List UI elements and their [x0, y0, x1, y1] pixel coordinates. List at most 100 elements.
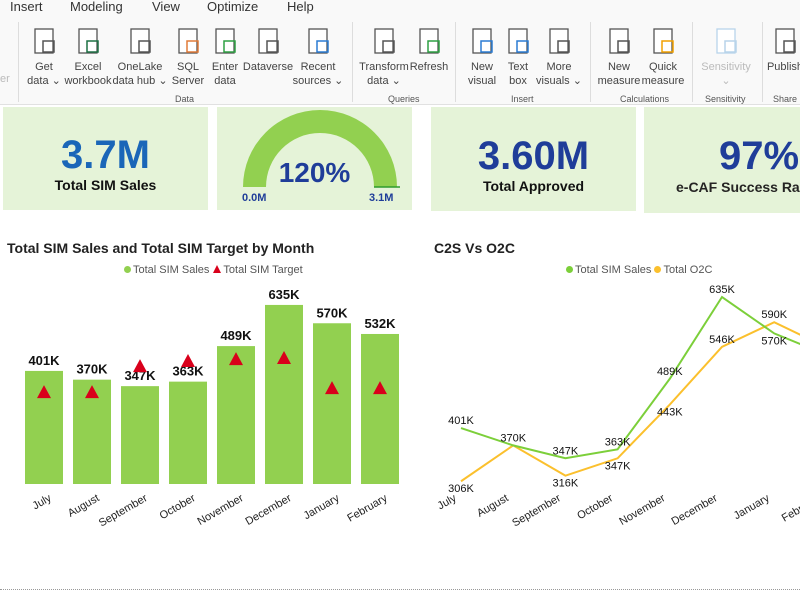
target-marker-january[interactable]: [325, 381, 339, 395]
dataverse-icon: [258, 28, 279, 54]
line-total-o2c[interactable]: [460, 321, 800, 483]
tab-modeling[interactable]: Modeling: [70, 0, 123, 14]
x-tick-label: September: [510, 492, 563, 529]
kpi-card-total-approved[interactable]: 3.60M Total Approved: [431, 107, 636, 211]
target-marker-november[interactable]: [229, 352, 243, 366]
bar-data-label: 489K: [220, 328, 252, 343]
bar-december[interactable]: [265, 304, 303, 484]
x-tick-label: January: [302, 492, 342, 522]
table-plus-icon: [215, 28, 236, 54]
bar-august[interactable]: [73, 379, 111, 484]
x-tick-label: July: [436, 492, 459, 512]
legend-target: Total SIM Target: [223, 264, 303, 276]
group-separator: [692, 22, 693, 102]
tab-insert[interactable]: Insert: [10, 0, 43, 14]
line-data-label: 306K: [448, 483, 474, 495]
new-visual-button[interactable]: New visual: [447, 26, 517, 88]
text-box-icon: [508, 28, 529, 54]
database-button[interactable]: Get data ⌄: [9, 26, 79, 88]
text-box-button[interactable]: Text box: [483, 26, 553, 88]
line-data-label: 370K: [500, 432, 526, 444]
bar-november[interactable]: [217, 346, 255, 484]
target-marker-october[interactable]: [181, 354, 195, 368]
table-plus-button[interactable]: Enter data: [190, 26, 260, 88]
publish-button[interactable]: Publish: [750, 26, 800, 74]
sensitivity-button[interactable]: Sensitivity ⌄: [691, 26, 761, 88]
x-tick-label: January: [732, 492, 772, 522]
legend-o2c: Total O2C: [663, 264, 713, 276]
bar-july[interactable]: [25, 370, 63, 484]
x-tick-label: October: [575, 492, 615, 522]
sql-server-button[interactable]: SQL Server: [153, 26, 223, 88]
target-marker-august[interactable]: [85, 385, 99, 399]
tab-optimize[interactable]: Optimize: [207, 0, 259, 14]
dataverse-button[interactable]: Dataverse: [233, 26, 303, 74]
bar-data-label: 401K: [28, 353, 60, 368]
gauge-value: 120%: [278, 157, 351, 188]
new-visual-icon: [472, 28, 493, 54]
group-separator: [762, 22, 763, 102]
line-chart-legend: Total SIM Sales Total O2C: [566, 264, 712, 276]
target-marker-july[interactable]: [37, 385, 51, 399]
bar-chart-title: Total SIM Sales and Total SIM Target by …: [7, 240, 315, 256]
legend-sales: Total SIM Sales: [575, 264, 652, 276]
target-marker-december[interactable]: [277, 350, 291, 364]
kpi-value: 97%: [718, 134, 800, 178]
cut-off-button-label: er: [0, 73, 10, 85]
quick-measure-button[interactable]: Quick measure: [628, 26, 698, 88]
x-tick-label: August: [475, 492, 511, 520]
bar-october[interactable]: [169, 381, 207, 484]
sensitivity-icon: [716, 28, 737, 54]
recent-sources-icon: [308, 28, 329, 54]
kpi-card-total-sim-sales[interactable]: 3.7M Total SIM Sales: [3, 107, 208, 210]
x-tick-label: October: [158, 492, 198, 522]
gauge-card[interactable]: 120% 0.0M 3.1M: [217, 107, 412, 210]
group-label-sensitivity: Sensitivity: [705, 94, 746, 104]
bar-data-label: 363K: [172, 364, 204, 379]
calculator-button[interactable]: New measure: [584, 26, 654, 88]
line-data-label: 570K: [761, 335, 787, 347]
group-label-insert: Insert: [511, 94, 534, 104]
sql-server-icon: [178, 28, 199, 54]
group-separator: [18, 22, 19, 102]
group-label-data: Data: [175, 94, 195, 104]
kpi-card-ecaf-success[interactable]: 97% e-CAF Success Ra: [644, 107, 800, 213]
gauge-min: 0.0M: [242, 192, 267, 204]
gauge-arc: [243, 110, 397, 187]
x-tick-label: February: [780, 492, 800, 525]
x-tick-label: December: [670, 492, 720, 528]
group-label-queries: Queries: [388, 94, 420, 104]
x-tick-label: February: [345, 492, 390, 525]
bar-january[interactable]: [313, 323, 351, 484]
x-tick-label: November: [196, 492, 246, 528]
line-chart-title: C2S Vs O2C: [434, 240, 515, 256]
bar-september[interactable]: [121, 386, 159, 484]
line-data-label: 590K: [761, 309, 787, 321]
line-data-label: 363K: [605, 436, 631, 448]
tab-help[interactable]: Help: [287, 0, 314, 14]
excel-button[interactable]: Excel workbook: [53, 26, 123, 88]
target-marker-february[interactable]: [373, 381, 387, 395]
x-tick-label: November: [617, 492, 667, 528]
onelake-button[interactable]: OneLake data hub ⌄: [105, 26, 175, 88]
calculator-icon: [609, 28, 630, 54]
tab-view[interactable]: View: [152, 0, 180, 14]
more-visuals-button[interactable]: More visuals ⌄: [524, 26, 594, 88]
bar-data-label: 570K: [316, 305, 348, 320]
bar-data-label: 370K: [76, 362, 108, 377]
group-separator: [455, 22, 456, 102]
kpi-label: Total SIM Sales: [54, 177, 157, 193]
transform-button[interactable]: Transform data ⌄: [349, 26, 419, 88]
recent-sources-button[interactable]: Recent sources ⌄: [283, 26, 353, 88]
group-separator: [352, 22, 353, 102]
kpi-value: 3.60M: [477, 134, 590, 178]
legend-sales: Total SIM Sales: [133, 264, 210, 276]
line-data-label: 443K: [657, 407, 683, 419]
refresh-button[interactable]: Refresh: [394, 26, 464, 74]
bar-chart-legend: Total SIM Sales Total SIM Target: [124, 264, 303, 276]
line-data-label: 401K: [448, 415, 474, 427]
target-marker-september[interactable]: [133, 359, 147, 373]
group-label-calculations: Calculations: [620, 94, 670, 104]
line-total-sim-sales[interactable]: [460, 295, 800, 460]
bar-february[interactable]: [361, 333, 399, 484]
